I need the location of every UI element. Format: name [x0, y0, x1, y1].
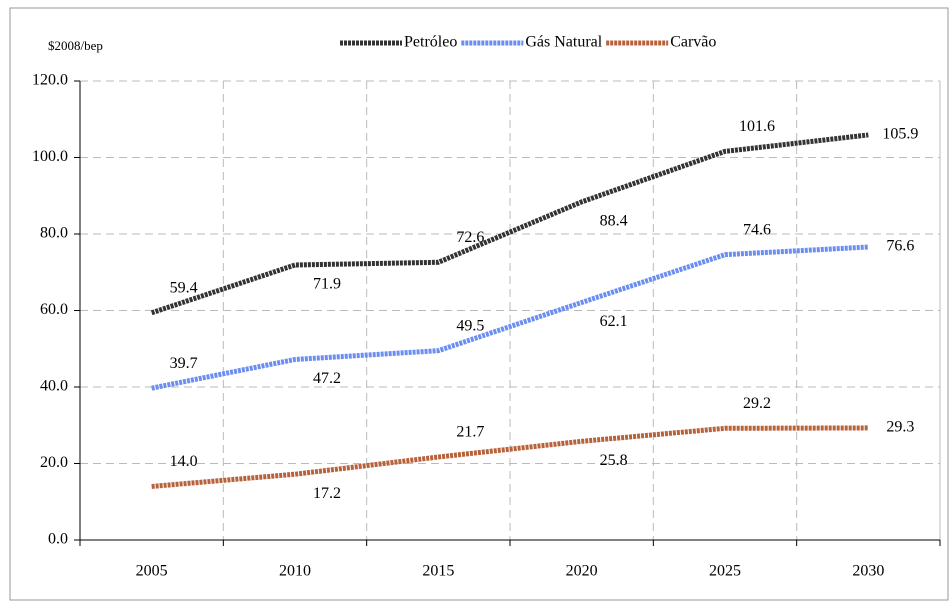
- data-label: 74.6: [743, 221, 771, 238]
- data-label: 25.8: [600, 452, 628, 469]
- data-label: 21.7: [456, 424, 484, 441]
- y-tick-label: 60.0: [40, 301, 68, 318]
- data-label: 17.2: [313, 485, 341, 502]
- y-tick-label: 20.0: [40, 454, 68, 471]
- data-label: 105.9: [882, 126, 918, 143]
- data-label: 14.0: [170, 453, 198, 470]
- data-label: 72.6: [456, 229, 484, 246]
- data-label: 71.9: [313, 276, 341, 293]
- data-label: 88.4: [600, 213, 628, 230]
- data-label: 59.4: [170, 279, 198, 296]
- x-tick-label: 2005: [136, 563, 168, 580]
- legend-label: Petróleo: [404, 34, 457, 51]
- series-line: [151, 244, 869, 391]
- y-tick-label: 120.0: [32, 72, 68, 89]
- y-tick-label: 40.0: [40, 378, 68, 395]
- data-label: 101.6: [739, 118, 775, 135]
- data-label: 47.2: [313, 370, 341, 387]
- x-tick-label: 2010: [279, 563, 311, 580]
- y-tick-label: 0.0: [48, 531, 68, 548]
- data-label: 62.1: [600, 313, 628, 330]
- x-tick-label: 2020: [566, 563, 598, 580]
- data-label: 29.3: [886, 419, 914, 436]
- legend-label: Carvão: [670, 34, 716, 51]
- data-label: 39.7: [170, 355, 198, 372]
- y-axis-label: $2008/bep: [48, 38, 103, 53]
- frame: [9, 7, 949, 601]
- data-label: 49.5: [456, 317, 484, 334]
- x-tick-label: 2030: [852, 563, 884, 580]
- series-line: [150, 132, 869, 316]
- y-tick-label: 100.0: [32, 148, 68, 165]
- data-label: 29.2: [743, 395, 771, 412]
- x-tick-label: 2015: [422, 563, 454, 580]
- data-label: 76.6: [886, 238, 914, 255]
- series-line: [151, 425, 869, 489]
- y-tick-label: 80.0: [40, 225, 68, 242]
- legend-label: Gás Natural: [525, 34, 602, 51]
- x-tick-label: 2025: [709, 563, 741, 580]
